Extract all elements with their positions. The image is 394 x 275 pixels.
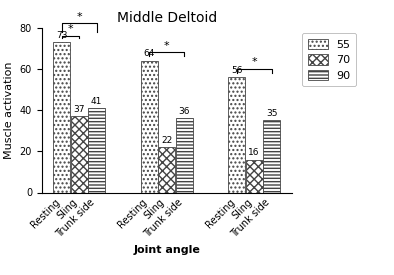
Title: Middle Deltoid: Middle Deltoid	[117, 11, 217, 25]
Legend: 55, 70, 90: 55, 70, 90	[302, 33, 356, 86]
Text: *: *	[68, 24, 73, 34]
Bar	[263, 120, 280, 192]
Text: 22: 22	[161, 136, 172, 145]
Text: 16: 16	[248, 148, 260, 157]
Bar	[228, 77, 245, 192]
Text: 37: 37	[74, 105, 85, 114]
Y-axis label: Muscle activation: Muscle activation	[4, 61, 14, 159]
Bar	[245, 160, 263, 192]
Bar	[158, 147, 175, 192]
Text: 35: 35	[266, 109, 277, 118]
Text: 36: 36	[178, 107, 190, 116]
Bar	[141, 60, 158, 192]
Text: 41: 41	[91, 97, 102, 106]
Text: *: *	[251, 57, 257, 67]
Text: 56: 56	[231, 66, 242, 75]
Text: 64: 64	[143, 50, 155, 59]
Bar	[53, 42, 70, 192]
Text: *: *	[164, 41, 169, 51]
Bar	[71, 116, 88, 192]
Bar	[88, 108, 105, 192]
X-axis label: Joint angle: Joint angle	[133, 245, 200, 255]
Text: 73: 73	[56, 31, 67, 40]
Bar	[176, 118, 193, 192]
Text: *: *	[76, 12, 82, 22]
